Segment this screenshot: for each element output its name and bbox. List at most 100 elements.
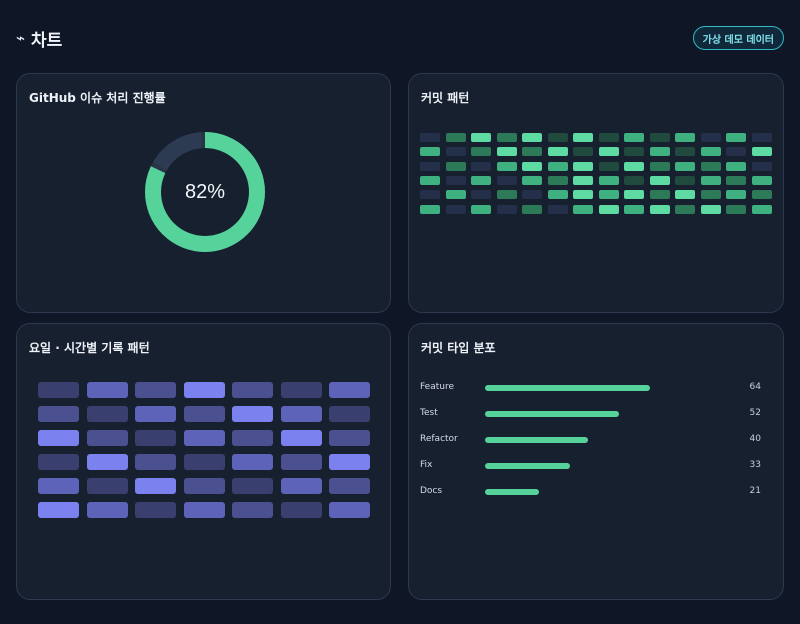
weekly-pattern-cell bbox=[232, 406, 273, 422]
commit-pattern-cell bbox=[751, 190, 772, 200]
weekly-pattern-cell bbox=[135, 382, 176, 398]
commit-pattern-cell bbox=[624, 133, 644, 142]
weekly-pattern-cell bbox=[135, 502, 176, 518]
commit-pattern-cell bbox=[649, 190, 670, 200]
commit-pattern-cell bbox=[675, 133, 695, 142]
commit-pattern-cell bbox=[649, 133, 670, 142]
bar-value-label: 40 bbox=[749, 434, 761, 444]
weekly-pattern-cell bbox=[183, 406, 225, 422]
weekly-pattern-cell bbox=[86, 454, 128, 470]
weekly-pattern-cell bbox=[280, 382, 322, 398]
commit-pattern-cell bbox=[547, 175, 568, 185]
weekly-pattern-cell bbox=[38, 454, 79, 470]
weekly-pattern-cell bbox=[329, 478, 370, 494]
commit-pattern-cell bbox=[471, 147, 491, 157]
commit-pattern-cell bbox=[598, 161, 619, 171]
commit-pattern-cell bbox=[573, 190, 593, 200]
weekly-pattern-cell bbox=[135, 430, 176, 446]
commit-pattern-heatmap bbox=[420, 133, 774, 214]
commit-pattern-cell bbox=[445, 175, 466, 185]
weekly-pattern-cell bbox=[86, 406, 128, 422]
commit-pattern-cell bbox=[547, 133, 568, 142]
commit-pattern-cell bbox=[420, 175, 440, 185]
weekly-pattern-cell bbox=[183, 502, 225, 518]
commit-type-card-title: 커밋 타입 분포 bbox=[421, 341, 496, 355]
commit-pattern-cell bbox=[547, 204, 568, 214]
commit-pattern-cell bbox=[726, 161, 746, 171]
commit-pattern-cell bbox=[649, 147, 670, 157]
commit-pattern-cell bbox=[598, 133, 619, 142]
commit-pattern-cell bbox=[573, 175, 593, 185]
commit-pattern-cell bbox=[471, 204, 491, 214]
commit-pattern-cell bbox=[624, 175, 644, 185]
weekly-pattern-cell bbox=[329, 430, 370, 446]
weekly-pattern-cell bbox=[38, 430, 79, 446]
commit-pattern-cell bbox=[522, 204, 542, 214]
commit-pattern-cell bbox=[598, 147, 619, 157]
commit-pattern-cell bbox=[751, 133, 772, 142]
commit-pattern-cell bbox=[420, 147, 440, 157]
commit-pattern-cell bbox=[726, 204, 746, 214]
commit-pattern-card-title: 커밋 패턴 bbox=[421, 91, 470, 105]
commit-pattern-cell bbox=[522, 147, 542, 157]
commit-pattern-cell bbox=[420, 190, 440, 200]
commit-pattern-cell bbox=[522, 133, 542, 142]
commit-pattern-cell bbox=[471, 133, 491, 142]
weekly-pattern-cell bbox=[38, 502, 79, 518]
commit-pattern-cell bbox=[700, 175, 721, 185]
commit-pattern-cell bbox=[649, 204, 670, 214]
page-title: ⌁ 차트 bbox=[16, 26, 62, 51]
bar-label: Refactor bbox=[420, 434, 458, 444]
commit-pattern-cell bbox=[445, 161, 466, 171]
commit-pattern-cell bbox=[420, 161, 440, 171]
commit-pattern-cell bbox=[496, 204, 517, 214]
commit-pattern-cell bbox=[496, 161, 517, 171]
commit-pattern-cell bbox=[598, 175, 619, 185]
commit-type-bar-chart: Feature 64 Test 52 Refactor 40 Fix 33 Docs 21 bbox=[409, 324, 783, 599]
weekly-pattern-cell bbox=[38, 478, 79, 494]
commit-pattern-cell bbox=[726, 147, 746, 157]
commit-pattern-cell bbox=[573, 161, 593, 171]
commit-pattern-cell bbox=[445, 147, 466, 157]
commit-pattern-cell bbox=[522, 161, 542, 171]
weekly-pattern-cell bbox=[86, 430, 128, 446]
commit-pattern-card: 커밋 패턴 bbox=[408, 73, 784, 313]
bar-label: Docs bbox=[420, 486, 443, 496]
commit-pattern-cell bbox=[445, 190, 466, 200]
commit-pattern-cell bbox=[547, 161, 568, 171]
weekly-pattern-cell bbox=[232, 382, 273, 398]
weekly-pattern-cell bbox=[86, 502, 128, 518]
progress-card-title: GitHub 이슈 처리 진행률 bbox=[29, 91, 166, 105]
commit-pattern-cell bbox=[573, 133, 593, 142]
bar bbox=[485, 463, 571, 469]
weekly-pattern-cell bbox=[232, 478, 273, 494]
weekly-pattern-cell bbox=[38, 406, 79, 422]
weekly-pattern-cell bbox=[329, 406, 370, 422]
commit-pattern-cell bbox=[471, 161, 491, 171]
commit-pattern-cell bbox=[751, 175, 772, 185]
bar bbox=[485, 437, 589, 443]
commit-pattern-cell bbox=[573, 204, 593, 214]
bar bbox=[485, 385, 650, 391]
commit-pattern-cell bbox=[471, 175, 491, 185]
commit-pattern-cell bbox=[751, 204, 772, 214]
weekly-pattern-cell bbox=[183, 430, 225, 446]
bar-label: Fix bbox=[420, 460, 433, 470]
weekly-pattern-cell bbox=[329, 382, 370, 398]
weekly-pattern-cell bbox=[183, 478, 225, 494]
commit-type-card: 커밋 타입 분포 Feature 64 Test 52 Refactor 40 Fix 33 D… bbox=[408, 323, 784, 600]
commit-pattern-cell bbox=[420, 133, 440, 142]
commit-pattern-cell bbox=[675, 190, 695, 200]
bar-label: Test bbox=[420, 408, 438, 418]
progress-donut-label: 82% bbox=[184, 180, 226, 203]
commit-pattern-cell bbox=[624, 147, 644, 157]
pulse-icon: ⌁ bbox=[16, 29, 26, 47]
demo-data-badge: 가상 데모 데이터 bbox=[692, 26, 784, 50]
commit-pattern-cell bbox=[598, 190, 619, 200]
commit-pattern-cell bbox=[649, 161, 670, 171]
commit-pattern-cell bbox=[624, 190, 644, 200]
commit-pattern-cell bbox=[496, 147, 517, 157]
weekly-pattern-card-title: 요일 · 시간별 기록 패턴 bbox=[29, 341, 150, 355]
commit-pattern-cell bbox=[445, 133, 466, 142]
bar bbox=[485, 489, 540, 495]
